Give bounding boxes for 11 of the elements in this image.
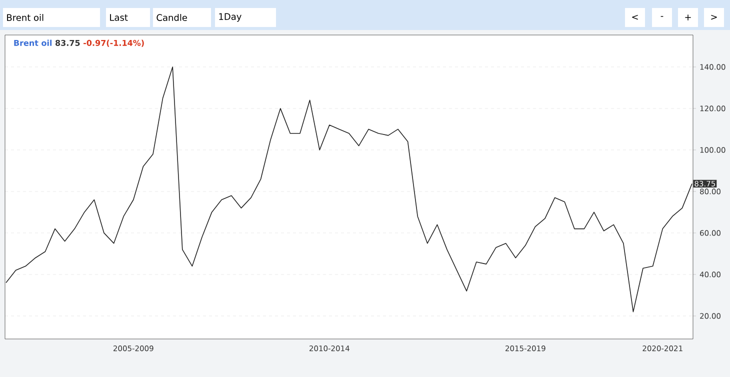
text: Last — [110, 14, 128, 21]
text: < — [632, 14, 638, 20]
chart-title: Brent oil — [14, 40, 52, 46]
text: 1Day — [219, 13, 242, 22]
text: + — [685, 14, 691, 20]
annotation: -0.97(-1.14%) — [84, 40, 144, 47]
text: Candle — [156, 14, 187, 21]
text: > — [711, 14, 717, 20]
text: Brent oil — [7, 14, 44, 21]
text: - — [660, 16, 664, 17]
annotation: 83.75 — [55, 40, 80, 46]
